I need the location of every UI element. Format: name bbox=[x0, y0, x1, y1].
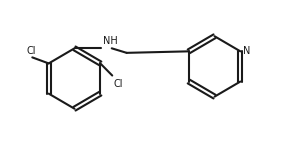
Text: Cl: Cl bbox=[114, 79, 123, 88]
Text: Cl: Cl bbox=[26, 46, 35, 56]
Text: NH: NH bbox=[103, 36, 117, 46]
Text: N: N bbox=[243, 46, 250, 56]
